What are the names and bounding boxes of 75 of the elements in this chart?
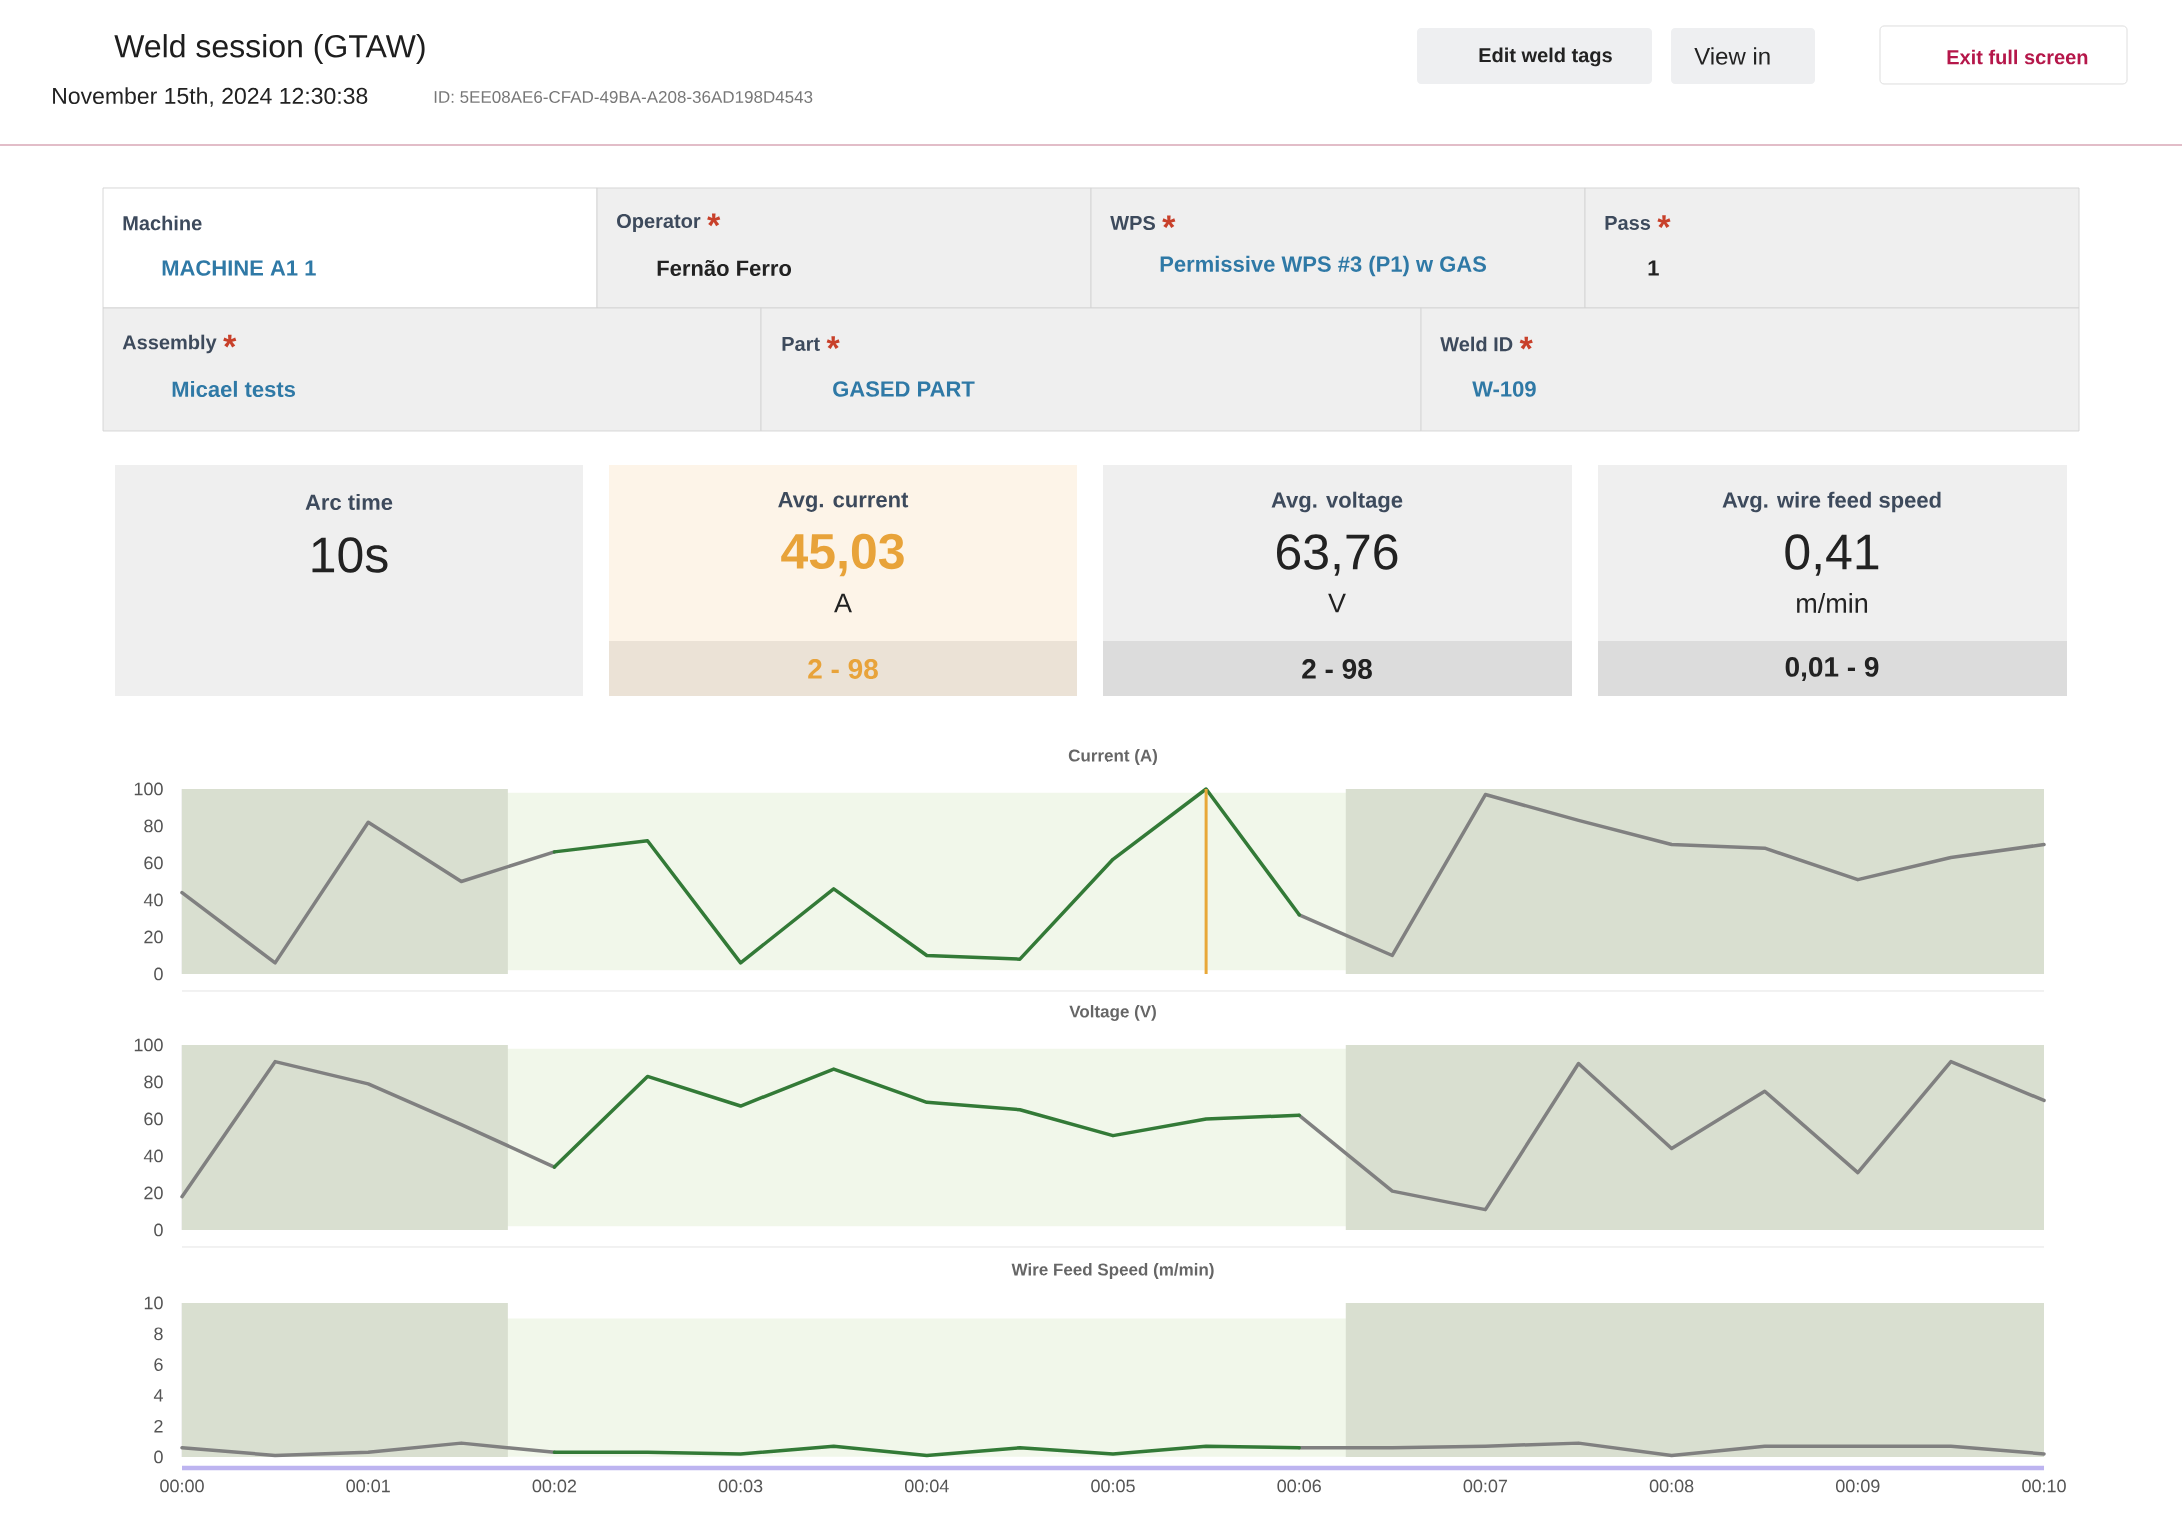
text: Arc time <box>305 493 393 511</box>
y-tick-label: 80 <box>144 819 163 833</box>
text: 1 <box>1648 260 1659 276</box>
y-tick-label: 4 <box>153 1389 163 1402</box>
text: 10s <box>312 537 388 573</box>
text: Permissive WPS #3 (P1) w GAS <box>1160 255 1487 277</box>
text: * <box>223 334 237 348</box>
text: V <box>1328 593 1346 613</box>
text: WPS <box>1110 215 1155 231</box>
y-tick-label: 60 <box>144 1112 163 1126</box>
text: * <box>1162 215 1176 229</box>
text: Pass <box>1605 216 1651 230</box>
line-series <box>552 1444 1301 1458</box>
text: * <box>826 336 840 350</box>
text: * <box>1657 215 1671 229</box>
x-tick-label: 00:08 <box>1649 1479 1694 1493</box>
x-tick-label: 00:09 <box>1836 1479 1880 1493</box>
y-tick-label: 100 <box>134 782 163 796</box>
y-tick-label: 8 <box>154 1327 163 1341</box>
chart-title: Current (A) <box>1068 749 1157 765</box>
line-series <box>552 1067 1301 1169</box>
x-tick-label: 00:10 <box>2022 1479 2066 1493</box>
x-tick-label: 00:05 <box>1091 1479 1135 1493</box>
text: ID: 5EE08AE6-CFAD-49BA-A208-36AD198D4543 <box>434 90 813 103</box>
chart-title: Wire Feed Speed (m/min) <box>1011 1263 1214 1279</box>
y-tick-label: 60 <box>144 856 163 870</box>
text: Part <box>782 337 820 351</box>
text: m/min <box>1797 593 1868 613</box>
x-tick-label: 00:04 <box>905 1479 949 1493</box>
y-tick-label: 40 <box>143 1149 163 1163</box>
y-tick-label: 0 <box>154 1223 163 1237</box>
y-tick-label: 100 <box>134 1038 163 1052</box>
y-tick-label: 2 <box>154 1419 163 1433</box>
text: November 15th, 2024 12:30:38 <box>53 87 368 107</box>
text: Assembly <box>122 334 217 354</box>
x-tick-label: 00:03 <box>718 1479 763 1493</box>
text: GASED PART <box>833 381 975 397</box>
x-tick-label: 00:00 <box>160 1479 204 1493</box>
text: Fernão Ferro <box>657 259 792 277</box>
text: Weld session (GTAW) <box>114 34 425 64</box>
text: Micael tests <box>172 380 296 398</box>
y-tick-label: 40 <box>143 893 163 907</box>
y-tick-label: 0 <box>154 967 163 981</box>
text: 0,01 - 9 <box>1785 657 1879 681</box>
y-tick-label: 10 <box>144 1296 163 1310</box>
x-tick-label: 00:01 <box>346 1479 390 1493</box>
text: MACHINE A1 1 <box>162 260 316 276</box>
chart-title: Voltage (V) <box>1069 1005 1156 1021</box>
text: W-109 <box>1472 381 1536 397</box>
y-tick-label: 20 <box>144 1186 163 1200</box>
text: Weld ID <box>1440 336 1513 352</box>
text: 63,76 <box>1276 534 1398 576</box>
text: A <box>834 593 852 613</box>
text: 45,03 <box>781 533 904 577</box>
text: 2 - 98 <box>808 659 878 679</box>
text: 2 - 98 <box>1302 659 1372 679</box>
text: Operator <box>617 213 701 233</box>
text: Exit full screen <box>1947 49 2088 65</box>
text: Machine <box>123 215 202 231</box>
x-tick-label: 00:06 <box>1277 1479 1321 1493</box>
text: View in <box>1694 47 1770 65</box>
text: Avg. wire feed speed <box>1722 491 1941 513</box>
y-tick-label: 80 <box>144 1075 163 1089</box>
x-tick-label: 00:07 <box>1463 1479 1508 1493</box>
text: Avg. current <box>778 492 909 512</box>
text: Avg. voltage <box>1271 491 1403 513</box>
line-series <box>552 787 1301 965</box>
y-tick-label: 0 <box>154 1450 163 1464</box>
text: 0,41 <box>1785 534 1879 576</box>
y-tick-label: 20 <box>144 930 163 944</box>
text: Edit weld tags <box>1479 47 1612 67</box>
x-tick-label: 00:02 <box>532 1479 577 1493</box>
text: * <box>1519 336 1533 350</box>
y-tick-label: 6 <box>154 1358 163 1371</box>
text: * <box>707 213 721 227</box>
